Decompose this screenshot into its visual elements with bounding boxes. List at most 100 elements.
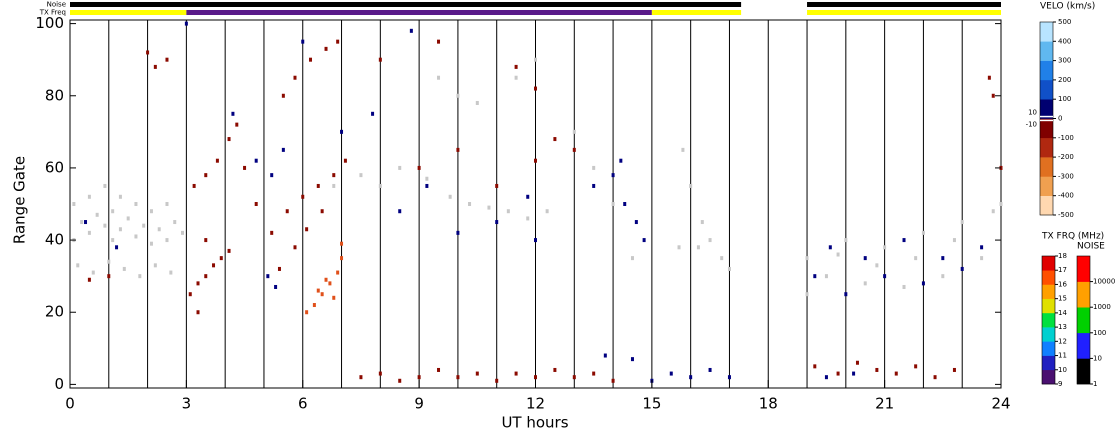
colorbar-tick-label: 0 xyxy=(1058,115,1062,123)
echo-cell xyxy=(883,274,887,279)
echo-cell xyxy=(991,93,995,98)
echo-cell xyxy=(456,147,460,152)
echo-cell xyxy=(157,227,161,232)
echo-cell xyxy=(902,238,906,243)
colorbar-tick-label: 15 xyxy=(1058,295,1067,303)
echo-cell xyxy=(231,111,235,116)
echo-cell xyxy=(316,183,320,188)
echo-cell xyxy=(80,220,84,225)
y-tick-label: 80 xyxy=(45,86,64,104)
echo-cell xyxy=(844,238,848,243)
echo-cell xyxy=(824,375,828,380)
echo-cell xyxy=(184,21,188,26)
x-tick-label: 15 xyxy=(642,395,661,413)
colorbar-tick-label: -400 xyxy=(1058,192,1074,200)
echo-cell xyxy=(332,183,336,188)
colorbar-tick-label: 12 xyxy=(1058,337,1067,345)
echo-cell xyxy=(320,209,324,214)
echo-cell xyxy=(425,176,429,181)
echo-cell xyxy=(669,371,673,376)
echo-cell xyxy=(514,371,518,376)
colorbar-swatch xyxy=(1042,270,1055,285)
colorbar-tick-label: 17 xyxy=(1058,266,1067,274)
echo-cell xyxy=(173,220,177,225)
y-tick-label: 40 xyxy=(45,231,64,249)
echo-cell xyxy=(107,274,111,279)
echo-cell xyxy=(487,205,491,210)
status-bar-label: Noise xyxy=(47,1,66,9)
echo-cell xyxy=(378,183,382,188)
echo-cell xyxy=(398,209,402,214)
y-axis-label: Range Gate xyxy=(11,156,29,244)
colorbar-swatch xyxy=(1040,79,1053,100)
echo-cell xyxy=(309,57,313,62)
x-tick-label: 12 xyxy=(526,395,545,413)
colorbar-tick-label: -300 xyxy=(1058,172,1074,180)
echo-cell xyxy=(111,209,115,214)
echo-cell xyxy=(468,202,472,206)
echo-cell xyxy=(941,256,945,261)
echo-cell xyxy=(169,270,173,275)
echo-cell xyxy=(359,375,363,380)
colorbar-swatch xyxy=(1040,99,1053,119)
echo-cell xyxy=(227,248,231,253)
echo-cell xyxy=(378,57,382,62)
echo-cell xyxy=(227,137,231,142)
echo-cell xyxy=(689,183,693,188)
echo-cell xyxy=(91,270,95,275)
echo-cell xyxy=(495,183,499,188)
colorbar-swatch xyxy=(1077,256,1090,282)
echo-cell xyxy=(437,39,441,44)
y-tick-label: 0 xyxy=(54,375,64,393)
echo-cell xyxy=(941,274,945,279)
echo-cell xyxy=(95,212,99,217)
colorbar-swatch xyxy=(1077,281,1090,308)
echo-cell xyxy=(111,238,115,243)
echo-cell xyxy=(448,194,452,199)
echo-cell xyxy=(138,274,142,279)
colorbar-swatch xyxy=(1040,60,1053,81)
echo-cell xyxy=(603,353,607,358)
echo-cell xyxy=(103,183,107,188)
echo-cell xyxy=(456,230,460,235)
echo-cell xyxy=(122,266,126,271)
echo-cell xyxy=(894,371,898,376)
echo-cell xyxy=(495,378,499,383)
echo-cell xyxy=(506,209,510,214)
echo-cell xyxy=(340,129,344,134)
colorbar-title: TX FRQ (MHz) xyxy=(1041,232,1104,242)
colorbar-tick-label: -200 xyxy=(1058,153,1074,161)
echo-cell xyxy=(863,281,867,286)
echo-cell xyxy=(553,367,557,372)
colorbar-swatch xyxy=(1042,298,1055,314)
echo-cell xyxy=(301,39,305,44)
echo-cell xyxy=(340,241,344,246)
colorbar-swatch xyxy=(1040,118,1053,139)
echo-cell xyxy=(324,277,328,282)
echo-cell xyxy=(630,357,634,362)
echo-cell xyxy=(824,274,828,279)
echo-cell xyxy=(126,216,130,221)
echo-cell xyxy=(572,129,576,134)
echo-cell xyxy=(960,220,964,225)
echo-cell xyxy=(118,194,122,199)
echo-cell xyxy=(914,364,918,369)
echo-cell xyxy=(196,310,200,315)
x-tick-label: 0 xyxy=(65,395,75,413)
echo-cell xyxy=(883,245,887,250)
echo-cell xyxy=(254,202,258,206)
echo-cell xyxy=(623,202,627,206)
x-tick-label: 9 xyxy=(414,395,424,413)
echo-cell xyxy=(305,227,309,232)
echo-cell xyxy=(677,245,681,250)
echo-cell xyxy=(855,360,859,365)
status-segment xyxy=(651,10,742,15)
colorbar-tick-label: 14 xyxy=(1058,309,1067,317)
echo-cell xyxy=(828,245,832,250)
colorbar-swatch xyxy=(1042,341,1055,356)
echo-cell xyxy=(960,266,964,271)
echo-cell xyxy=(952,367,956,372)
echo-cell xyxy=(76,263,80,268)
echo-cell xyxy=(149,241,153,246)
